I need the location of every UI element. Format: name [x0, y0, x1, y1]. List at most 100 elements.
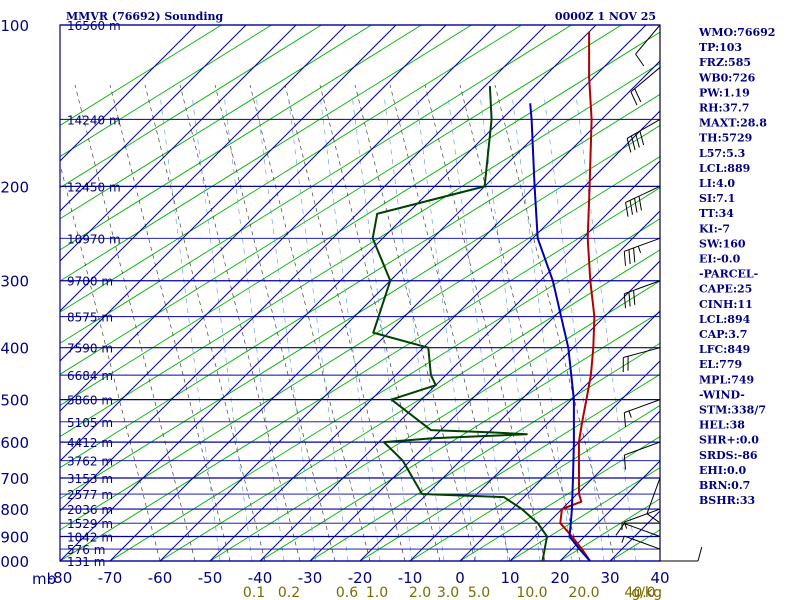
index-entry: WMO:76692	[698, 26, 775, 39]
isotherm-line	[60, 25, 347, 312]
isotherm-line	[159, 60, 660, 561]
mixing-ratio-line	[159, 94, 221, 561]
height-label: 576 m	[67, 543, 105, 557]
moist-adiabat-line	[284, 84, 406, 561]
mixing-ratio-label: 3.0	[437, 585, 459, 600]
wind-barb	[660, 546, 703, 562]
wind-barb-flag	[638, 196, 642, 211]
dewpoint-trace	[371, 86, 548, 561]
wind-barb-flag	[635, 53, 645, 67]
mixing-ratio-label: 0.1	[243, 585, 265, 600]
indices-panel: WMO:76692 TP:103 FRZ:585 WB0:726 PW:1.19 RH:3…	[698, 26, 775, 507]
pressure-tick-label: 800	[0, 501, 29, 519]
mixing-ratio-line	[287, 94, 349, 561]
sounding-traces	[371, 31, 596, 561]
wind-barb-shaft	[626, 118, 661, 139]
wind-barb	[623, 399, 661, 428]
wind-barb-flag	[646, 513, 660, 523]
isotherm-line	[60, 25, 497, 462]
dry-adiabat-line	[60, 25, 373, 220]
height-label: 3153 m	[67, 472, 113, 486]
temperature-tick-label: -60	[148, 569, 173, 587]
pressure-tick-label: 700	[0, 470, 29, 488]
wind-barb-half-flag	[623, 521, 628, 529]
mixing-ratio-line	[415, 94, 477, 561]
dry-adiabat-line	[60, 25, 223, 126]
mixing-ratio-label: 20.0	[568, 585, 599, 600]
index-entry: STM:338/7	[699, 404, 766, 417]
dry-adiabat-line	[60, 25, 473, 282]
index-entry: MAXT:28.8	[699, 117, 767, 130]
index-entry: BRN:0.7	[699, 479, 750, 492]
isotherm-line	[109, 25, 647, 561]
moist-adiabat-line	[179, 84, 301, 561]
moist-adiabat-line	[494, 84, 616, 561]
index-entry: EI:-0.0	[699, 253, 741, 266]
isotherm-line	[209, 110, 660, 561]
height-label: 131 m	[67, 555, 105, 569]
moist-adiabat-line	[214, 84, 336, 561]
isotherm-line	[259, 160, 660, 561]
moist-adiabat-line	[459, 84, 581, 561]
temperature-trace	[559, 31, 596, 561]
index-entry: -WIND-	[699, 388, 745, 401]
wind-barb-shaft	[625, 185, 661, 203]
index-entry: WB0:726	[698, 71, 756, 84]
height-label: 1529 m	[67, 517, 113, 531]
index-entry: EHI:0.0	[699, 464, 746, 477]
wind-barb	[626, 118, 661, 153]
wind-barb-flag	[623, 455, 627, 470]
height-label: 3762 m	[67, 455, 113, 469]
dry-adiabat-line	[259, 311, 660, 561]
wind-barb-flag	[628, 249, 631, 265]
wind-barb-shaft	[623, 347, 661, 359]
mixing-ratio-label: 40.0	[624, 585, 655, 600]
height-label: 10970 m	[67, 232, 121, 246]
pressure-tick-label: 500	[0, 392, 29, 410]
moist-adiabat-line	[319, 84, 441, 561]
index-entry: SRDS:-86	[699, 449, 758, 462]
pressure-tick-label: 400	[0, 340, 29, 358]
wind-barb	[635, 24, 661, 67]
height-label: 6684 m	[67, 369, 113, 383]
dry-adiabat-line	[60, 25, 273, 158]
dry-adiabat-line	[60, 25, 423, 251]
pressure-tick-label: 1000	[0, 553, 29, 571]
mixing-ratio-line	[479, 94, 541, 561]
temperature-tick-label: 30	[600, 569, 619, 587]
chart-labels: 100200300400500600700800900100016560 m14…	[0, 17, 670, 600]
wind-barb-flag	[623, 412, 627, 428]
wind-barb-shaft	[624, 441, 661, 456]
mixing-ratio-label: 0.6	[336, 585, 358, 600]
mixing-ratio-line	[543, 94, 605, 561]
height-label: 2577 m	[67, 488, 113, 502]
height-label: 12450 m	[67, 180, 121, 194]
index-entry: CAP:3.7	[699, 328, 747, 341]
wind-barb-flag	[626, 138, 632, 153]
index-entry: LCL:894	[699, 313, 751, 326]
temperature-tick-label: -30	[298, 569, 323, 587]
index-entry: CAPE:25	[699, 283, 752, 296]
pressure-tick-label: 300	[0, 273, 29, 291]
wind-barb-flag	[629, 200, 634, 215]
dry-adiabat-line	[60, 25, 323, 189]
mixing-ratio-label: 0.2	[278, 585, 300, 600]
wind-barb	[623, 237, 661, 266]
moist-adiabat-line	[354, 84, 476, 561]
parcel-trace	[529, 103, 591, 561]
plot-frame	[59, 24, 661, 562]
dry-adiabat-line	[309, 342, 660, 561]
isotherm-line	[60, 25, 547, 512]
wind-barb-flag	[623, 251, 627, 266]
wind-barb-flag	[615, 523, 625, 536]
index-entry: FRZ:585	[699, 56, 751, 69]
moist-adiabat-line	[144, 84, 266, 561]
wind-barb-shaft	[624, 508, 661, 523]
mixing-ratio-label: 1.0	[366, 585, 388, 600]
mixing-ratio-line	[191, 94, 253, 561]
temperature-tick-label: -20	[348, 569, 373, 587]
index-entry: LFC:849	[699, 343, 750, 356]
moist-adiabat-line	[424, 84, 546, 561]
isotherm-line	[559, 460, 660, 561]
